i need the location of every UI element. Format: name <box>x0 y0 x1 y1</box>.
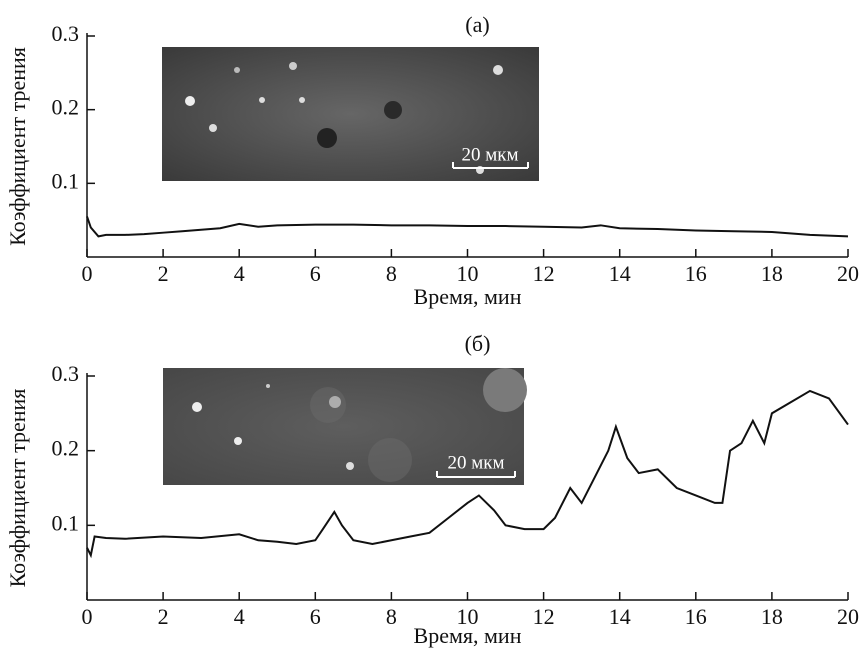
x-tick-label: 18 <box>761 261 783 286</box>
y-tick-label: 0.3 <box>52 361 80 386</box>
data-line <box>86 216 849 238</box>
x-tick-label: 8 <box>386 261 397 286</box>
x-tick-label: 12 <box>533 604 555 629</box>
y-tick-label: 0.2 <box>52 95 80 120</box>
scale-label: 20 мкм <box>461 144 518 165</box>
x-tick-label: 12 <box>533 261 555 286</box>
x-tick-label: 8 <box>386 604 397 629</box>
x-tick-label: 6 <box>310 604 321 629</box>
x-tick-label: 14 <box>609 604 631 629</box>
y-tick-label: 0.3 <box>52 21 80 46</box>
x-tick-label: 0 <box>82 261 93 286</box>
inset-image <box>163 368 527 485</box>
x-tick-label: 2 <box>158 604 169 629</box>
x-tick-label: 16 <box>685 261 707 286</box>
x-axis-label: Время, мин <box>414 623 522 648</box>
x-tick-label: 6 <box>310 261 321 286</box>
x-tick-label: 18 <box>761 604 783 629</box>
scale-label: 20 мкм <box>447 452 504 473</box>
chart-title: (а) <box>465 12 489 37</box>
y-tick-label: 0.1 <box>52 168 80 193</box>
x-tick-label: 16 <box>685 604 707 629</box>
data-line <box>86 389 849 559</box>
y-axis-label: Коэффициент трения <box>5 47 30 246</box>
x-tick-label: 0 <box>82 604 93 629</box>
x-axis-label: Время, мин <box>414 284 522 309</box>
chart-title: (б) <box>465 331 491 356</box>
x-tick-label: 4 <box>234 604 245 629</box>
y-tick-label: 0.1 <box>52 510 80 535</box>
x-tick-label: 20 <box>837 261 859 286</box>
y-axis-label: Коэффициент трения <box>5 389 30 588</box>
x-tick-label: 14 <box>609 261 631 286</box>
inset-image <box>162 47 539 181</box>
x-tick-label: 2 <box>158 261 169 286</box>
x-tick-label: 10 <box>457 261 479 286</box>
y-tick-label: 0.2 <box>52 436 80 461</box>
x-tick-label: 4 <box>234 261 245 286</box>
x-tick-label: 10 <box>457 604 479 629</box>
x-tick-label: 20 <box>837 604 859 629</box>
